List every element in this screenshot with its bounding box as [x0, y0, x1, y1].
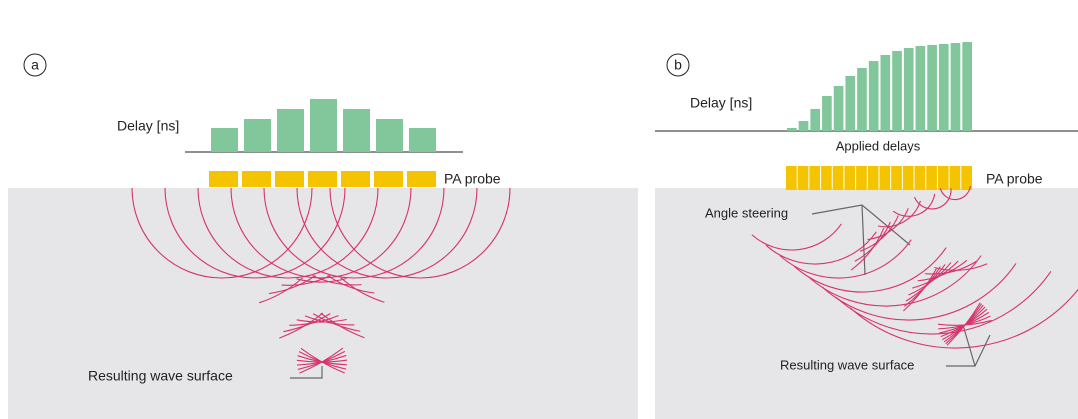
delays-caption: Applied delays: [836, 138, 921, 153]
probe-element: [821, 166, 832, 190]
probe-element: [926, 166, 937, 190]
delay-bar: [845, 76, 855, 131]
probe-label: PA probe: [444, 171, 501, 187]
probe-element: [374, 171, 403, 187]
figure: a b Delay [ns] PA probe Resulting wave s…: [0, 0, 1078, 419]
delay-bar: [869, 61, 879, 131]
probe-element: [798, 166, 809, 190]
delay-bar: [244, 119, 271, 152]
delay-bar: [409, 128, 436, 152]
probe-element: [275, 171, 304, 187]
delay-bar: [787, 128, 797, 131]
delay-bar: [962, 42, 972, 131]
delay-bar: [939, 44, 949, 131]
delay-bar: [857, 68, 867, 131]
delay-bar: [277, 109, 304, 152]
probe-element: [341, 171, 370, 187]
probe-element: [242, 171, 271, 187]
delay-bar: [822, 96, 832, 131]
probe-element: [833, 166, 844, 190]
probe-element: [938, 166, 949, 190]
delay-bar: [904, 48, 914, 131]
medium-a: [8, 188, 638, 419]
delay-bar: [951, 43, 961, 131]
result-label: Resulting wave surface: [780, 357, 914, 372]
probe-element: [407, 171, 436, 187]
delay-bar: [343, 109, 370, 152]
delay-bar: [916, 46, 926, 131]
panel-label: b: [674, 57, 682, 73]
result-label: Resulting wave surface: [88, 368, 233, 384]
delay-bar: [376, 119, 403, 152]
steering-label: Angle steering: [705, 205, 788, 220]
probe-element: [880, 166, 891, 190]
probe-element: [856, 166, 867, 190]
probe-element: [868, 166, 879, 190]
delay-bar: [810, 109, 820, 131]
delay-label: Delay [ns]: [117, 118, 179, 134]
probe-label: PA probe: [986, 171, 1043, 187]
delay-bar: [881, 55, 891, 131]
probe-element: [809, 166, 820, 190]
delay-bar: [310, 99, 337, 152]
delay-bar: [834, 86, 844, 131]
delay-bar: [927, 45, 937, 131]
delay-bar: [211, 128, 238, 152]
probe-element: [786, 166, 797, 190]
probe-element: [308, 171, 337, 187]
delay-label: Delay [ns]: [690, 95, 752, 111]
probe-element: [891, 166, 902, 190]
medium-b: [655, 188, 1078, 419]
probe-element: [209, 171, 238, 187]
delay-bar: [892, 51, 902, 131]
probe-element: [903, 166, 914, 190]
probe-element: [950, 166, 961, 190]
probe-element: [844, 166, 855, 190]
delay-bar: [799, 121, 809, 131]
panel-label: a: [31, 57, 39, 73]
probe-element: [915, 166, 926, 190]
